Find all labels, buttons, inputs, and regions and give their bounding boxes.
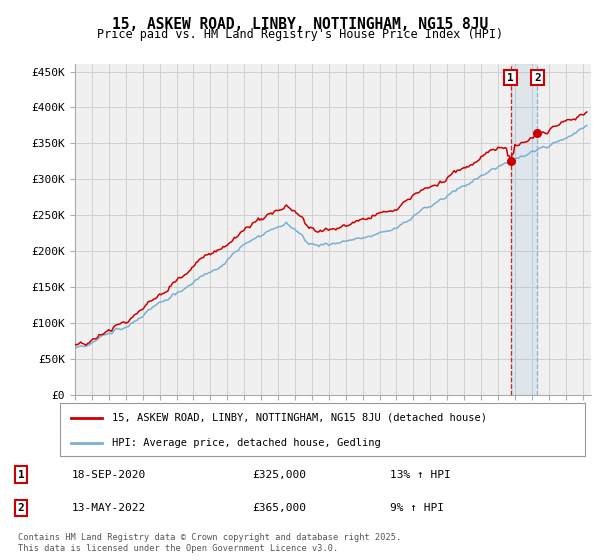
Text: 1: 1 xyxy=(17,470,25,479)
Text: £365,000: £365,000 xyxy=(252,503,306,513)
Text: Price paid vs. HM Land Registry's House Price Index (HPI): Price paid vs. HM Land Registry's House … xyxy=(97,28,503,41)
Text: Contains HM Land Registry data © Crown copyright and database right 2025.
This d: Contains HM Land Registry data © Crown c… xyxy=(18,533,401,553)
Text: 2: 2 xyxy=(534,73,541,83)
Text: 13-MAY-2022: 13-MAY-2022 xyxy=(72,503,146,513)
Text: 15, ASKEW ROAD, LINBY, NOTTINGHAM, NG15 8JU (detached house): 15, ASKEW ROAD, LINBY, NOTTINGHAM, NG15 … xyxy=(113,413,487,423)
Text: 1: 1 xyxy=(507,73,514,83)
Text: 2: 2 xyxy=(17,503,25,513)
Bar xyxy=(511,64,538,395)
Text: 18-SEP-2020: 18-SEP-2020 xyxy=(72,470,146,479)
Text: 9% ↑ HPI: 9% ↑ HPI xyxy=(390,503,444,513)
Text: £325,000: £325,000 xyxy=(252,470,306,479)
Text: 15, ASKEW ROAD, LINBY, NOTTINGHAM, NG15 8JU: 15, ASKEW ROAD, LINBY, NOTTINGHAM, NG15 … xyxy=(112,17,488,32)
Text: 13% ↑ HPI: 13% ↑ HPI xyxy=(390,470,451,479)
Text: HPI: Average price, detached house, Gedling: HPI: Average price, detached house, Gedl… xyxy=(113,438,381,448)
